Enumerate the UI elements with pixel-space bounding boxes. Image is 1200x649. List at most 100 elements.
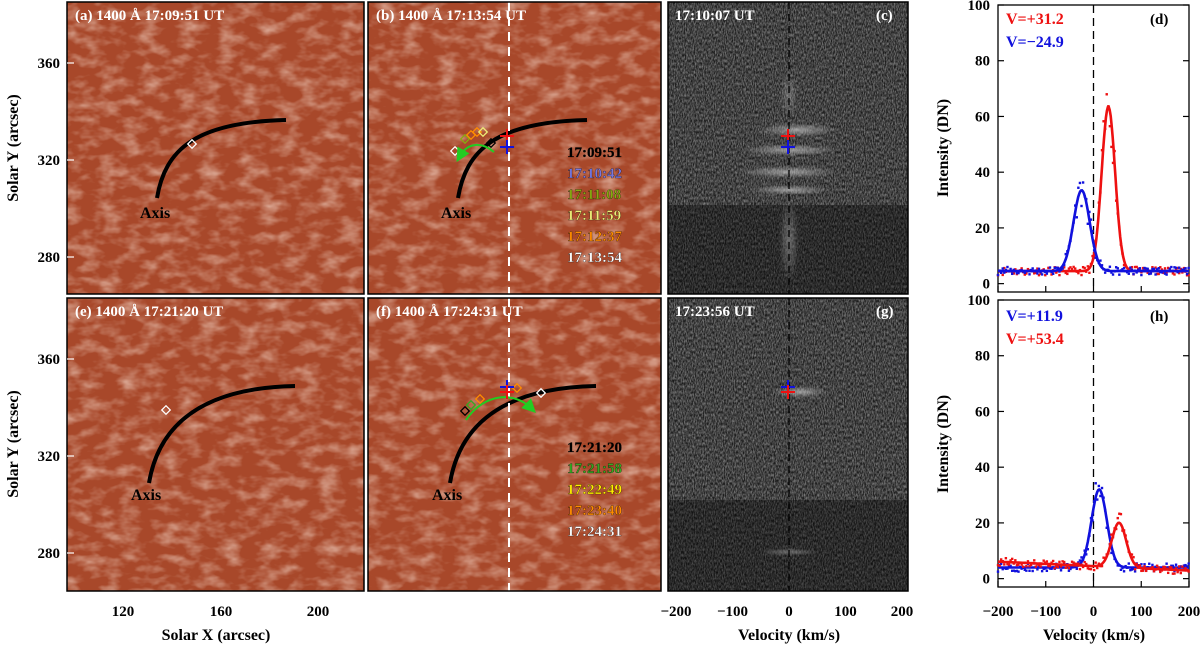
data-point (1033, 272, 1036, 275)
data-point (1001, 267, 1004, 270)
tick-label: 280 (38, 546, 61, 562)
data-point (1130, 568, 1134, 571)
data-point (1133, 570, 1137, 573)
panel-d: V=+31.2 V=−24.9 (d) 0 20 40 60 80 100 (968, 0, 1190, 293)
data-point (1028, 565, 1031, 568)
panel-frame (367, 297, 662, 592)
tick-label: 60 (975, 404, 990, 420)
data-point (1144, 267, 1148, 270)
tick-label: 20 (975, 516, 990, 532)
data-point (1151, 266, 1154, 269)
data-point (1012, 569, 1015, 572)
tick-label: 200 (1178, 604, 1200, 620)
data-point (1075, 562, 1078, 566)
data-point (1086, 548, 1090, 551)
fit-line (998, 189, 1189, 273)
fit-line (997, 521, 1190, 572)
panel-b: Axis 17:09:5117:10:4217:11:0817:11:5917:… (367, 1, 662, 295)
data-point (1059, 268, 1063, 272)
data-point (1031, 267, 1034, 270)
data-point (1050, 273, 1053, 276)
data-point (1155, 564, 1159, 568)
data-point (1110, 145, 1113, 149)
x-axis-title: Velocity (km/s) (1043, 627, 1145, 644)
data-point (1055, 271, 1058, 274)
red-cross (500, 385, 514, 399)
tick-label: −200 (660, 604, 691, 620)
data-point (1154, 266, 1157, 269)
data-point (1184, 563, 1187, 567)
diamond-marker (459, 405, 471, 417)
data-point (1015, 272, 1019, 275)
data-point (1116, 267, 1119, 270)
data-point (1053, 266, 1056, 270)
data-point (1127, 272, 1130, 275)
data-point (1078, 559, 1082, 562)
data-point (1146, 271, 1149, 274)
data-point (1149, 272, 1153, 275)
data-point (1010, 272, 1014, 276)
data-point (1092, 568, 1096, 572)
data-point (1114, 266, 1118, 269)
red-cross (781, 385, 795, 399)
diamond-marker (474, 393, 486, 405)
data-point (1184, 267, 1187, 270)
data-point (1110, 533, 1113, 536)
time-entry: 17:13:54 (567, 250, 622, 266)
axis-label: Axis (140, 205, 170, 222)
data-point (1067, 569, 1071, 572)
data-point (1135, 265, 1138, 269)
data-point (1108, 124, 1112, 128)
data-point (1170, 564, 1173, 567)
diamond-marker (459, 133, 471, 145)
data-point (1025, 565, 1028, 568)
blue-cross (500, 140, 514, 154)
data-point (1105, 93, 1108, 96)
panel-label: (d) (1150, 12, 1168, 28)
tick-label: −100 (1030, 604, 1061, 620)
data-point (1129, 568, 1132, 572)
data-point (1051, 559, 1055, 563)
data-point (1151, 566, 1154, 569)
data-point (1162, 271, 1165, 275)
data-point (1080, 273, 1083, 277)
blue-cross (781, 140, 795, 154)
data-point (1159, 570, 1162, 574)
data-point (1166, 571, 1170, 575)
data-point (1059, 565, 1063, 568)
tick-label: 100 (834, 604, 857, 620)
data-point (1159, 266, 1162, 269)
velocity-red-label: V=+53.4 (1006, 331, 1064, 348)
line-emission (742, 144, 838, 156)
data-point (1037, 273, 1041, 277)
data-point (1040, 273, 1044, 276)
data-point (1094, 561, 1097, 564)
data-point (1034, 565, 1038, 568)
data-point (1141, 569, 1145, 572)
data-point (1042, 567, 1045, 571)
y-axis-title: Solar Y (arcsec) (5, 390, 22, 498)
panel-title: (a) 1400 Å 17:09:51 UT (75, 8, 224, 24)
data-point (999, 271, 1003, 275)
time-entry: 17:21:58 (567, 461, 622, 477)
data-point (1162, 565, 1165, 569)
data-point (1012, 272, 1015, 275)
time-entry: 17:11:08 (567, 187, 621, 203)
data-point (1116, 564, 1119, 567)
data-point (1017, 563, 1020, 566)
data-point (1187, 562, 1190, 565)
data-point (1184, 567, 1187, 570)
panel-time: 17:10:07 UT (675, 8, 755, 24)
data-point (1075, 567, 1078, 570)
data-point (1111, 161, 1115, 165)
tick-label: 20 (975, 221, 990, 237)
data-point (1148, 562, 1151, 565)
data-point (1034, 271, 1038, 274)
diamond-marker (511, 382, 523, 394)
panel-g: 17:23:56 UT (g) (667, 297, 909, 592)
data-point (1096, 566, 1099, 570)
data-point (1006, 563, 1009, 566)
data-point (1023, 273, 1026, 276)
data-point (1029, 563, 1033, 567)
data-point (1003, 271, 1006, 274)
